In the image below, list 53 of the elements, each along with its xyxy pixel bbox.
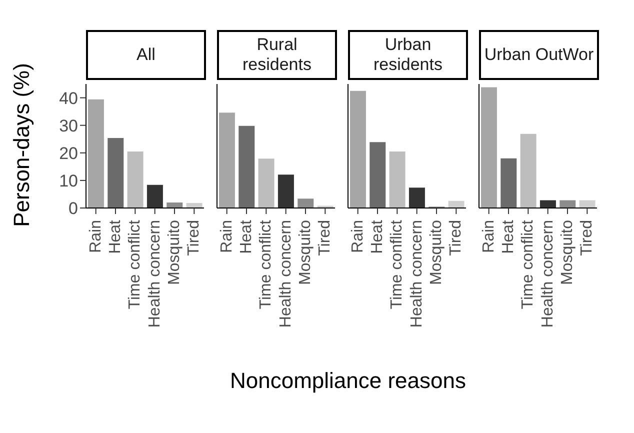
x-tick-label: Mosquito (559, 220, 576, 285)
x-tick-label: Tired (578, 220, 596, 256)
y-axis-title: Person-days (%) (9, 63, 35, 227)
bar (258, 158, 274, 208)
x-tick-label: Rain (480, 220, 498, 253)
chart-title: All (86, 30, 206, 80)
chart-title: Urban residents (348, 30, 468, 80)
bar (560, 200, 576, 208)
bar (480, 87, 497, 208)
x-tick-label: Tired (186, 220, 203, 256)
x-tick-label: Health concern (408, 220, 426, 328)
bar (88, 99, 104, 208)
y-tick-label: 20 (59, 144, 78, 163)
x-tick-label: Heat (369, 219, 386, 254)
x-tick-label: Heat (500, 219, 517, 254)
bar (520, 134, 536, 208)
x-tick-label: Mosquito (166, 220, 183, 285)
x-tick-label: Health concern (277, 220, 294, 328)
bar (579, 200, 596, 208)
x-tick-label: Rain (218, 220, 236, 253)
x-tick-label: Tired (316, 220, 334, 256)
x-tick-label: Tired (448, 220, 465, 256)
bar (166, 202, 183, 208)
bar (500, 158, 517, 208)
x-tick-label: Time conflict (258, 219, 275, 310)
x-tick-label: Rain (349, 220, 366, 253)
bar (370, 142, 386, 208)
y-tick-label: 40 (59, 88, 78, 108)
y-tick-label: 0 (68, 199, 78, 218)
bar (350, 90, 366, 208)
x-tick-label: Mosquito (428, 220, 445, 285)
bar (448, 200, 464, 208)
x-tick-label: Health concern (539, 220, 556, 328)
bar (238, 126, 255, 208)
x-tick-label: Time conflict (126, 219, 144, 310)
x-tick-label: Time conflict (520, 219, 537, 310)
x-tick-label: Time conflict (388, 219, 406, 310)
bar (127, 152, 144, 208)
y-tick-label: 30 (59, 116, 78, 136)
bar (298, 198, 314, 208)
bar (186, 203, 202, 208)
x-tick-label: Health concern (146, 220, 164, 328)
bar (218, 112, 235, 208)
x-axis-title: Noncompliance reasons (228, 368, 468, 394)
y-tick-label: 10 (59, 171, 78, 190)
x-tick-label: Heat (107, 219, 124, 254)
chart-title: Rural residents (217, 30, 337, 80)
x-tick-label: Heat (238, 219, 255, 254)
x-tick-label: Rain (87, 220, 104, 253)
bar (389, 152, 406, 208)
chart-title: Urban OutWor (479, 30, 599, 80)
bar (108, 138, 124, 208)
x-tick-label: Mosquito (297, 220, 314, 285)
